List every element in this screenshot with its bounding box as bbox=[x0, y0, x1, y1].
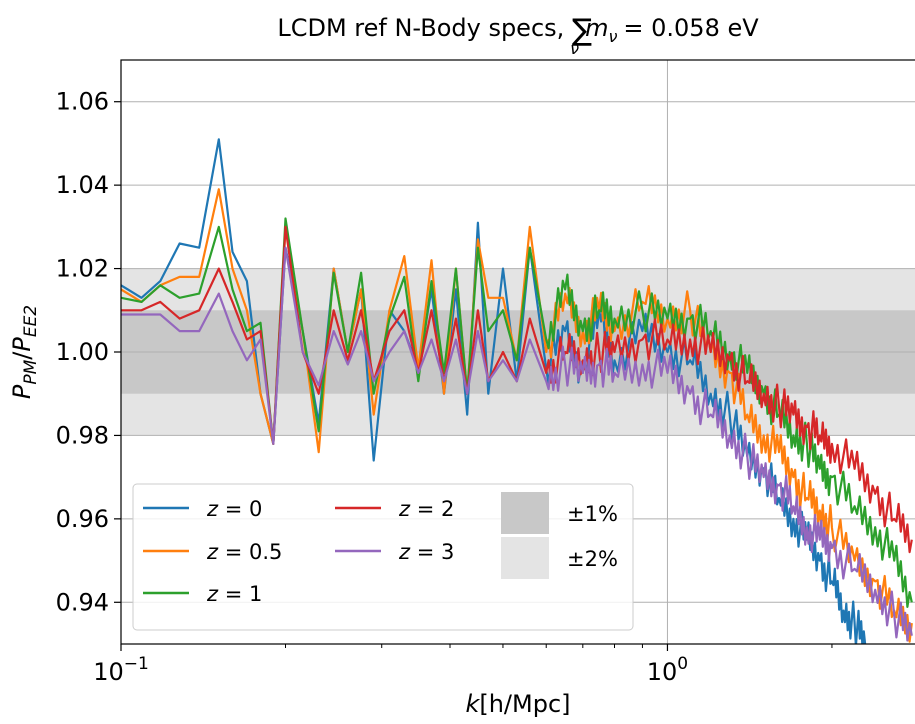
y-tick-label: 0.96 bbox=[56, 505, 109, 533]
legend-band-label-2pct: ±2% bbox=[567, 547, 618, 571]
legend-label-z1: z = 1 bbox=[206, 582, 262, 606]
chart-title: LCDM ref N-Body specs, ∑ νmν = 0.058 eV bbox=[277, 13, 759, 58]
series-line-z3 bbox=[121, 246, 913, 642]
y-tick-label: 1.06 bbox=[56, 88, 109, 116]
y-axis-label: PPM/PEE2 bbox=[8, 305, 41, 399]
legend-label-z0: z = 0 bbox=[206, 497, 262, 521]
y-tick-label: 0.94 bbox=[56, 588, 109, 616]
plot-area: 0.94 0.96 0.98 1.00 1.02 1.04 1.06 10−1 100 bbox=[56, 59, 915, 686]
data-series bbox=[121, 138, 913, 644]
legend: z = 0 z = 0.5 z = 1 z = 2 z = 3 ±1% ±2% bbox=[132, 483, 634, 631]
title-m-symbol: m bbox=[585, 14, 608, 42]
legend-items: z = 0 z = 0.5 z = 1 z = 2 z = 3 ±1% ±2% bbox=[143, 492, 618, 606]
title-sum-symbol: ∑ bbox=[572, 13, 592, 48]
title-sum-subscript: ν bbox=[570, 39, 579, 58]
legend-band-label-1pct: ±1% bbox=[567, 502, 618, 526]
legend-label-z0.5: z = 0.5 bbox=[206, 540, 282, 564]
x-tick-label: 100 bbox=[647, 654, 688, 686]
x-tick-label: 10−1 bbox=[93, 654, 149, 686]
legend-band-swatch-2pct bbox=[501, 537, 549, 579]
title-m-subscript: ν bbox=[608, 27, 617, 46]
y-tick-label: 1.02 bbox=[56, 255, 109, 283]
legend-label-z3: z = 3 bbox=[398, 540, 454, 564]
y-tick-label: 1.00 bbox=[56, 338, 109, 366]
y-tick-label: 1.04 bbox=[56, 171, 109, 199]
axis-ticks: 0.94 0.96 0.98 1.00 1.02 1.04 1.06 10−1 100 bbox=[56, 88, 833, 686]
x-axis-label: k[h/Mpc] bbox=[465, 690, 570, 718]
legend-band-swatch-1pct bbox=[501, 492, 549, 534]
legend-label-z2: z = 2 bbox=[398, 497, 454, 521]
y-tick-label: 0.98 bbox=[56, 421, 109, 449]
series-line-z1 bbox=[121, 217, 913, 608]
